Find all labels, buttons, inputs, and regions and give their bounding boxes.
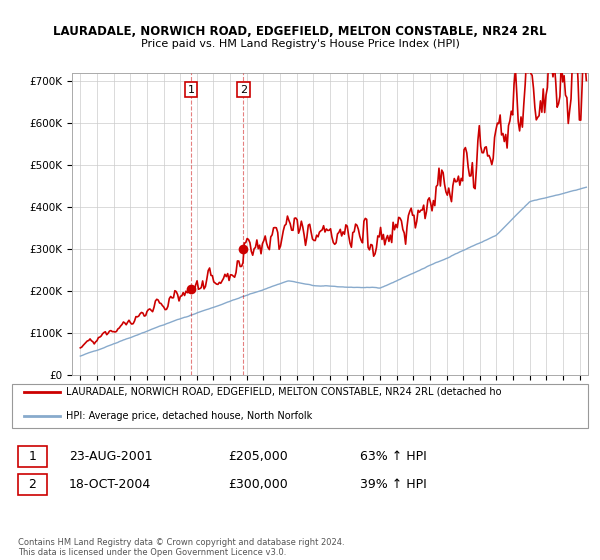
Text: LAURADALE, NORWICH ROAD, EDGEFIELD, MELTON CONSTABLE, NR24 2RL (detached ho: LAURADALE, NORWICH ROAD, EDGEFIELD, MELT… [66, 387, 502, 397]
Text: Price paid vs. HM Land Registry's House Price Index (HPI): Price paid vs. HM Land Registry's House … [140, 39, 460, 49]
Text: Contains HM Land Registry data © Crown copyright and database right 2024.
This d: Contains HM Land Registry data © Crown c… [18, 538, 344, 557]
Text: 18-OCT-2004: 18-OCT-2004 [69, 478, 151, 491]
Text: HPI: Average price, detached house, North Norfolk: HPI: Average price, detached house, Nort… [66, 411, 312, 421]
Text: 39% ↑ HPI: 39% ↑ HPI [360, 478, 427, 491]
Text: 1: 1 [28, 450, 37, 463]
Text: 2: 2 [240, 85, 247, 95]
Text: 2: 2 [28, 478, 37, 491]
Text: LAURADALE, NORWICH ROAD, EDGEFIELD, MELTON CONSTABLE, NR24 2RL: LAURADALE, NORWICH ROAD, EDGEFIELD, MELT… [53, 25, 547, 38]
Text: £205,000: £205,000 [228, 450, 288, 463]
Text: £300,000: £300,000 [228, 478, 288, 491]
Text: 1: 1 [187, 85, 194, 95]
Text: 23-AUG-2001: 23-AUG-2001 [69, 450, 152, 463]
Text: 63% ↑ HPI: 63% ↑ HPI [360, 450, 427, 463]
